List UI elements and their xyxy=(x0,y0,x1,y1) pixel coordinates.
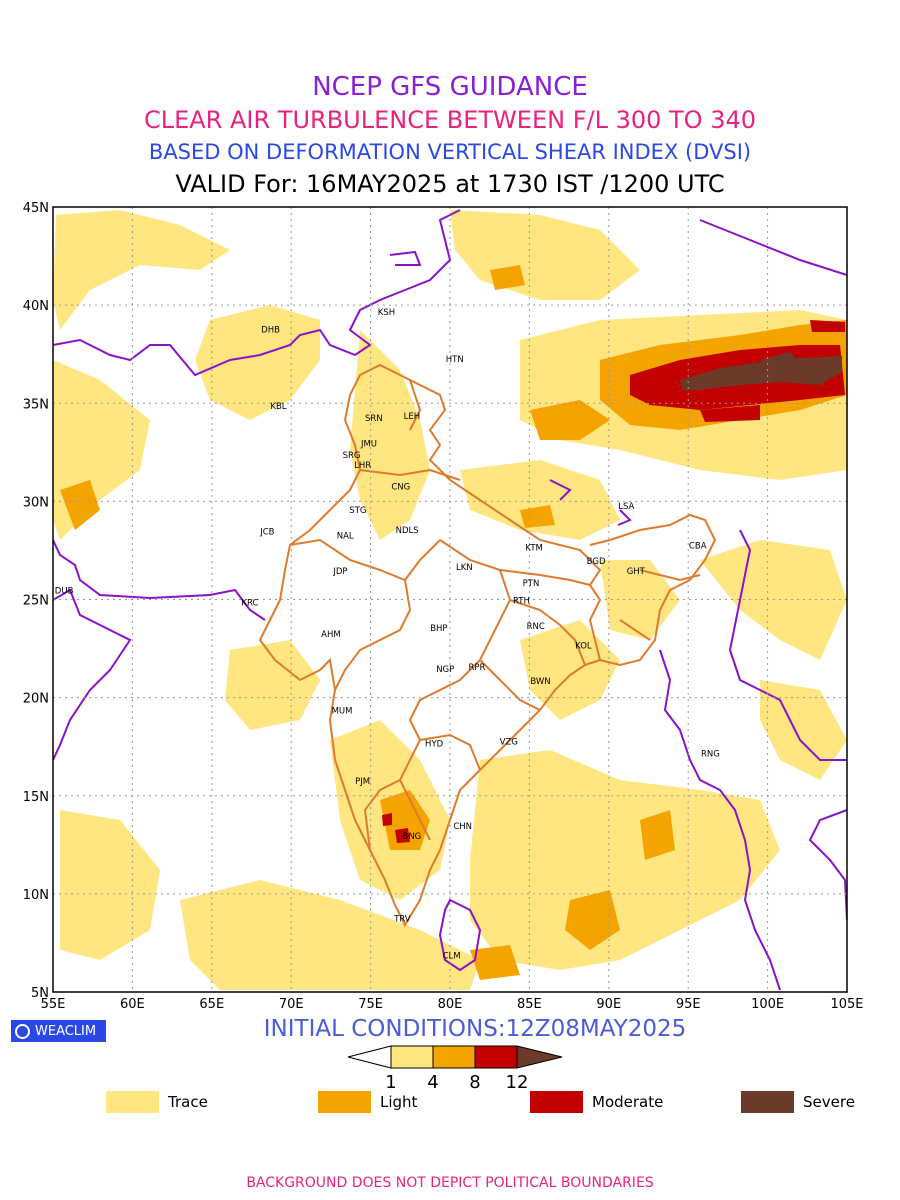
lon-tick-label: 55E xyxy=(41,997,66,1012)
legend-light-swatch xyxy=(318,1091,371,1113)
station-label-dub: DUB xyxy=(55,587,74,597)
lon-tick-label: 75E xyxy=(358,997,383,1012)
colorbar-tick-12: 12 xyxy=(506,1072,529,1093)
lon-tick-label: 100E xyxy=(751,997,784,1012)
severe-turbulence-areas xyxy=(680,352,842,390)
station-label-lhr: LHR xyxy=(354,461,371,471)
legend-trace-swatch xyxy=(106,1091,159,1113)
station-label-leh: LEH xyxy=(404,412,421,422)
station-label-lsa: LSA xyxy=(618,502,634,512)
station-label-chn: CHN xyxy=(453,822,472,832)
lon-tick-label: 60E xyxy=(120,997,145,1012)
map-frame xyxy=(52,206,848,993)
colorbar-tick-1: 1 xyxy=(385,1072,396,1093)
station-label-srn: SRN xyxy=(365,414,383,424)
legend-moderate-swatch xyxy=(530,1091,583,1113)
weaclim-logo: WEACLIM xyxy=(11,1020,106,1042)
lon-tick-label: 105E xyxy=(830,997,863,1012)
station-label-bgd: BGD xyxy=(587,557,606,567)
legend-moderate-label: Moderate xyxy=(592,1093,664,1111)
lat-tick-label: 40N xyxy=(23,299,49,314)
lon-tick-label: 90E xyxy=(596,997,621,1012)
station-label-ktm: KTM xyxy=(525,543,542,553)
colorbar-tick-4: 4 xyxy=(427,1072,438,1093)
station-label-dhb: DHB xyxy=(261,326,280,336)
station-label-ght: GHT xyxy=(627,567,646,577)
lat-tick-label: 35N xyxy=(23,397,49,412)
station-label-stg: STG xyxy=(349,506,366,516)
colorbar-tick-8: 8 xyxy=(469,1072,480,1093)
station-label-srg: SRG xyxy=(343,451,361,461)
lat-tick-label: 25N xyxy=(23,594,49,609)
colorbar-lower-arrow xyxy=(347,1045,392,1069)
station-label-bhp: BHP xyxy=(430,624,447,634)
station-label-krc: KRC xyxy=(241,598,258,608)
india-state-borders xyxy=(258,363,717,928)
station-label-hyd: HYD xyxy=(425,740,444,750)
legend-severe-label: Severe xyxy=(803,1093,855,1111)
logo-text: WEACLIM xyxy=(35,1023,97,1039)
station-label-ksh: KSH xyxy=(378,308,395,318)
station-label-rnc: RNC xyxy=(527,622,545,632)
station-label-nal: NAL xyxy=(337,532,354,542)
lon-tick-label: 80E xyxy=(438,997,463,1012)
station-label-kol: KOL xyxy=(575,642,592,652)
station-label-ndls: NDLS xyxy=(396,526,419,536)
station-label-ngp: NGP xyxy=(436,665,454,675)
station-label-cng: CNG xyxy=(391,483,410,493)
initial-conditions: INITIAL CONDITIONS:12Z08MAY2025 xyxy=(263,1016,687,1042)
station-label-ahm: AHM xyxy=(321,630,341,640)
lon-tick-label: 95E xyxy=(676,997,701,1012)
station-label-cba: CBA xyxy=(689,541,707,551)
map-title: NCEP GFS GUIDANCE xyxy=(312,72,588,102)
station-label-pjm: PJM xyxy=(355,777,370,787)
station-label-jmu: JMU xyxy=(360,439,377,449)
station-label-rpr: RPR xyxy=(469,663,486,673)
colorbar-light-segment xyxy=(432,1045,476,1069)
station-label-jcb: JCB xyxy=(259,528,274,538)
disclaimer: BACKGROUND DOES NOT DEPICT POLITICAL BOU… xyxy=(246,1175,654,1191)
lat-tick-label: 45N xyxy=(23,201,49,216)
station-label-kbl: KBL xyxy=(270,402,286,412)
station-label-mum: MUM xyxy=(332,706,353,716)
station-label-htn: HTN xyxy=(446,355,464,365)
station-label-trv: TRV xyxy=(393,914,411,924)
station-label-clm: CLM xyxy=(443,952,461,962)
valid-time: VALID For: 16MAY2025 at 1730 IST /1200 U… xyxy=(175,170,725,198)
axis-tick-labels: 55E 60E 65E 70E 75E 80E 85E 90E 95E 100E 105E 5N 10N… xyxy=(23,201,864,1012)
colorbar-moderate-segment xyxy=(474,1045,518,1069)
legend-trace-label: Trace xyxy=(168,1093,208,1111)
colorbar-trace-segment xyxy=(390,1045,434,1069)
map-subtitle: CLEAR AIR TURBULENCE BETWEEN F/L 300 TO … xyxy=(143,106,757,134)
lon-tick-label: 70E xyxy=(279,997,304,1012)
station-label-vzg: VZG xyxy=(500,738,518,748)
lat-tick-label: 30N xyxy=(23,495,49,510)
lat-tick-label: 20N xyxy=(23,692,49,707)
map-gridlines xyxy=(53,207,847,992)
coastline-boundaries xyxy=(53,209,847,991)
lat-tick-label: 15N xyxy=(23,790,49,805)
colorbar: 1 4 8 12 xyxy=(347,1045,563,1093)
legend-light-label: Light xyxy=(380,1093,418,1111)
station-label-rng: RNG xyxy=(701,750,720,760)
lat-tick-label: 5N xyxy=(31,986,49,1001)
lon-tick-label: 85E xyxy=(517,997,542,1012)
station-label-bwn: BWN xyxy=(530,677,550,687)
lat-tick-label: 10N xyxy=(23,888,49,903)
colorbar-severe-arrow xyxy=(516,1045,563,1069)
station-label-rth: RTH xyxy=(513,596,530,606)
station-label-bng: BNG xyxy=(402,832,421,842)
logo-ring-icon xyxy=(15,1023,30,1039)
legend-severe-swatch xyxy=(741,1091,794,1113)
station-label-ptn: PTN xyxy=(523,579,540,589)
method-subtitle: BASED ON DEFORMATION VERTICAL SHEAR INDE… xyxy=(148,140,752,164)
station-label-jdp: JDP xyxy=(332,567,347,577)
station-label-lkn: LKN xyxy=(456,563,473,573)
lon-tick-label: 65E xyxy=(199,997,224,1012)
